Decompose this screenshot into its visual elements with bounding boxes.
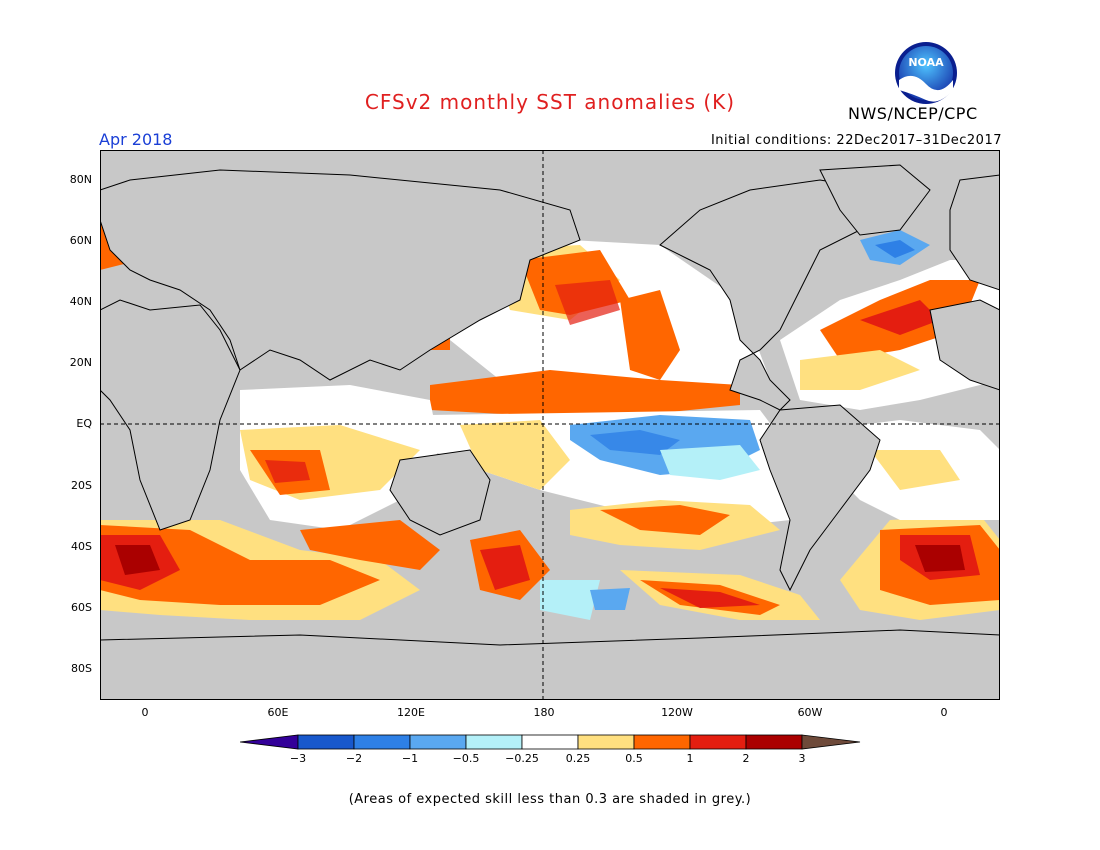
agency-label: NWS/NCEP/CPC xyxy=(848,104,978,123)
anomaly-field xyxy=(100,195,1000,620)
colorbar xyxy=(240,734,861,750)
svg-text:NOAA: NOAA xyxy=(908,56,944,69)
lat-label: 40N xyxy=(69,295,92,308)
colorbar-segment xyxy=(745,734,803,750)
colorbar-segment xyxy=(521,734,579,750)
colorbar-label: 2 xyxy=(742,752,750,765)
forecast-month: Apr 2018 xyxy=(99,130,173,149)
colorbar-segment xyxy=(240,734,299,750)
lon-label: 0 xyxy=(141,706,149,719)
colorbar-label: 0.5 xyxy=(625,752,643,765)
colorbar-segment xyxy=(353,734,411,750)
colorbar-label: 0.25 xyxy=(565,752,591,765)
colorbar-label: 1 xyxy=(686,752,694,765)
colorbar-segment xyxy=(801,734,861,750)
colorbar-label: −0.25 xyxy=(505,752,539,765)
colorbar-label: −2 xyxy=(345,752,363,765)
colorbar-label: −3 xyxy=(289,752,307,765)
initial-conditions: Initial conditions: 22Dec2017–31Dec2017 xyxy=(710,133,1002,148)
lon-label: 60W xyxy=(797,706,823,719)
chart-title: CFSv2 monthly SST anomalies (K) xyxy=(364,90,736,114)
noaa-logo: NOAA xyxy=(895,42,957,104)
lat-label: 60S xyxy=(71,601,92,614)
colorbar-label: −0.5 xyxy=(452,752,480,765)
colorbar-segment xyxy=(577,734,635,750)
lat-label: 20S xyxy=(71,479,92,492)
lon-label: 0 xyxy=(940,706,948,719)
sst-anomaly-map xyxy=(100,150,1000,700)
colorbar-label: 3 xyxy=(798,752,806,765)
colorbar-segment xyxy=(409,734,467,750)
colorbar-label: −1 xyxy=(401,752,419,765)
lon-label: 120W xyxy=(661,706,693,719)
colorbar-segment xyxy=(297,734,355,750)
lat-label: 80N xyxy=(69,173,92,186)
lat-label: 60N xyxy=(69,234,92,247)
colorbar-segment xyxy=(633,734,691,750)
lat-label: EQ xyxy=(76,417,92,430)
land-masses xyxy=(100,164,1000,700)
lat-label: 40S xyxy=(71,540,92,553)
skill-footnote: (Areas of expected skill less than 0.3 a… xyxy=(348,792,752,807)
lon-label: 60E xyxy=(267,706,289,719)
lon-label: 180 xyxy=(533,706,555,719)
lon-label: 120E xyxy=(397,706,425,719)
lat-label: 20N xyxy=(69,356,92,369)
colorbar-segment xyxy=(465,734,523,750)
colorbar-segment xyxy=(689,734,747,750)
lat-label: 80S xyxy=(71,662,92,675)
